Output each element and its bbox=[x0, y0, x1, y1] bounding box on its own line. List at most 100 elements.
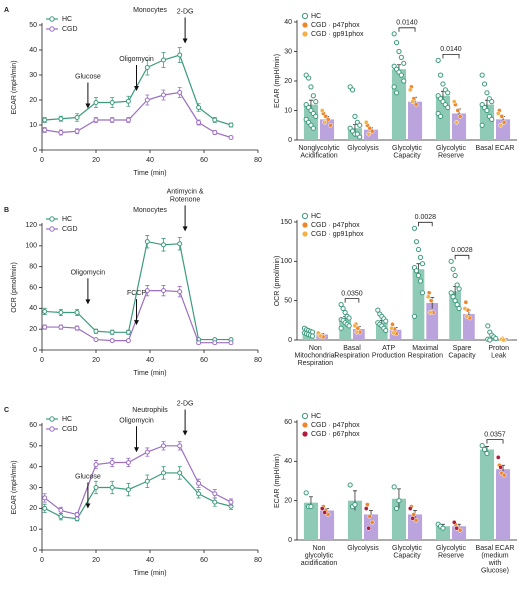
bar bbox=[364, 514, 379, 540]
y-tick-label: 10 bbox=[29, 526, 37, 533]
p-value-label: 0.0028 bbox=[415, 214, 437, 221]
data-point bbox=[396, 498, 402, 504]
y-tick-label: 120 bbox=[25, 222, 37, 229]
data-point bbox=[413, 517, 419, 523]
text-line: Acidification bbox=[300, 152, 337, 159]
bar bbox=[347, 500, 362, 540]
text-line: Capacity bbox=[448, 352, 476, 359]
data-point bbox=[365, 502, 370, 507]
data-point bbox=[479, 122, 485, 128]
data-point bbox=[228, 340, 234, 346]
y-axis-label: ECAR (mpH/min) bbox=[274, 54, 281, 108]
data-point bbox=[42, 127, 48, 133]
data-point bbox=[481, 446, 488, 453]
x-tick-label: Glycolytic Reserve bbox=[436, 545, 466, 560]
data-point bbox=[485, 323, 491, 329]
y-axis-label: ECAR (mpH/min) bbox=[11, 460, 18, 514]
data-point bbox=[322, 119, 327, 125]
legend-marker bbox=[301, 212, 309, 220]
legend-label: HC bbox=[311, 213, 321, 220]
x-tick-label: Non glycolytic acidification bbox=[301, 545, 338, 567]
data-point bbox=[454, 119, 459, 125]
text-line: Non bbox=[313, 545, 326, 552]
data-point bbox=[42, 308, 48, 314]
legend-label: CGD · p47phox bbox=[311, 422, 360, 429]
panel-letter: B bbox=[4, 207, 9, 214]
data-point bbox=[357, 122, 363, 128]
x-tick-label: 0 bbox=[40, 557, 44, 564]
data-point bbox=[325, 512, 331, 517]
annotation-label: FCCP bbox=[127, 290, 146, 297]
x-tick-label: 0 bbox=[40, 357, 44, 364]
data-point bbox=[451, 519, 457, 525]
data-point bbox=[489, 116, 495, 122]
data-point bbox=[456, 305, 462, 312]
data-point bbox=[125, 117, 131, 123]
text-line: Glycolytic bbox=[436, 145, 466, 152]
data-point bbox=[456, 286, 462, 292]
series-line bbox=[44, 290, 231, 344]
data-point bbox=[42, 117, 48, 123]
data-point bbox=[390, 321, 395, 327]
data-point bbox=[177, 52, 183, 58]
legend-label: CGD · p67phox bbox=[311, 431, 360, 438]
data-point bbox=[391, 31, 397, 37]
text-line: Basal ECAR bbox=[476, 545, 515, 552]
y-tick-label: 20 bbox=[29, 97, 37, 104]
text-line: Glucose bbox=[75, 73, 101, 80]
data-point bbox=[177, 289, 183, 295]
x-tick-label: 20 bbox=[92, 557, 100, 564]
x-tick-label: 0 bbox=[40, 157, 44, 164]
data-point bbox=[109, 329, 115, 335]
data-point bbox=[415, 272, 422, 279]
annotation-label: Antimycin & Rotenone bbox=[167, 188, 204, 203]
significance-bracket bbox=[454, 254, 470, 260]
y-tick-label: 80 bbox=[29, 264, 37, 271]
y-tick-label: 40 bbox=[29, 464, 37, 471]
data-point bbox=[489, 99, 495, 105]
series-line bbox=[44, 54, 232, 126]
data-point bbox=[144, 288, 150, 294]
data-point bbox=[42, 495, 48, 501]
data-point bbox=[501, 337, 506, 343]
data-point bbox=[419, 261, 426, 267]
data-point bbox=[144, 65, 150, 70]
text-line: Antimycin & bbox=[167, 188, 204, 195]
data-point bbox=[493, 335, 499, 342]
data-point bbox=[450, 294, 456, 300]
data-point bbox=[391, 330, 396, 336]
legend-marker bbox=[49, 216, 55, 222]
data-point bbox=[144, 449, 150, 455]
data-point bbox=[58, 507, 64, 513]
data-point bbox=[161, 242, 166, 248]
x-tick-label: Glycolysis bbox=[347, 145, 379, 152]
p-value-label: 0.0028 bbox=[451, 247, 473, 254]
significance-bracket bbox=[442, 53, 460, 59]
data-point bbox=[125, 460, 131, 465]
series-line bbox=[44, 445, 232, 516]
data-point bbox=[303, 490, 309, 496]
text-line: 2-DG bbox=[177, 8, 194, 15]
x-tick-label: Basal ECAR bbox=[476, 145, 515, 152]
data-point bbox=[452, 272, 458, 279]
data-point bbox=[177, 443, 183, 449]
data-point bbox=[144, 239, 150, 245]
y-tick-label: 20 bbox=[29, 505, 37, 512]
y-tick-label: 0 bbox=[33, 347, 37, 354]
data-point bbox=[125, 487, 131, 493]
text-line: Glycolysis bbox=[347, 145, 379, 152]
text-line: acidification bbox=[301, 560, 338, 567]
data-point bbox=[426, 290, 432, 296]
data-point bbox=[464, 314, 470, 319]
bar bbox=[452, 113, 467, 140]
data-point bbox=[322, 510, 327, 515]
data-point bbox=[479, 72, 485, 78]
y-tick-label: 30 bbox=[29, 484, 37, 491]
data-point bbox=[74, 512, 80, 518]
legend-marker bbox=[302, 231, 308, 237]
text-line: with bbox=[488, 560, 502, 567]
data-point bbox=[435, 57, 441, 63]
y-tick-label: 40 bbox=[29, 305, 37, 312]
x-tick-label: 60 bbox=[200, 157, 208, 164]
data-point bbox=[451, 99, 457, 105]
